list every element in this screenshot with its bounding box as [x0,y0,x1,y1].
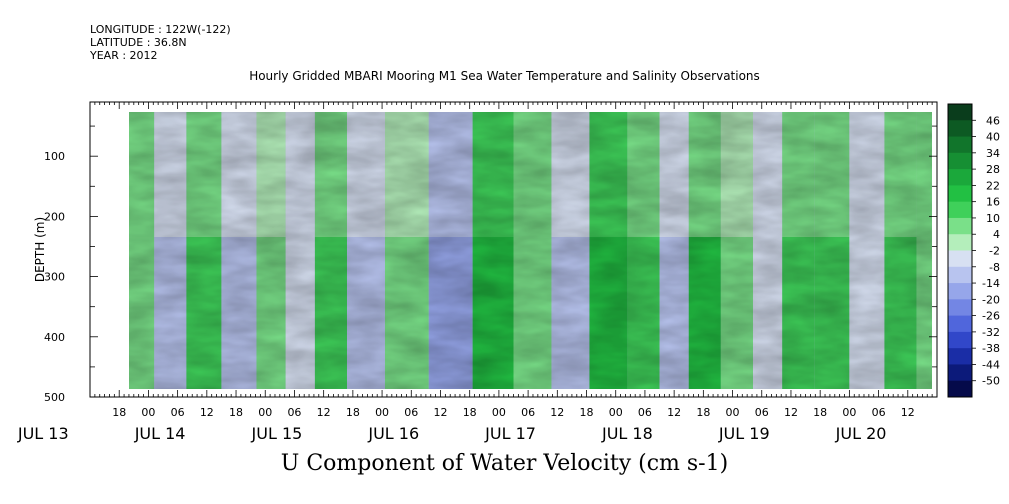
colorbar-label: 16 [986,196,1000,209]
colorbar-swatch [948,364,972,382]
x-hour-label: 00 [726,406,740,419]
colorbar-label: -32 [982,326,1000,339]
colorbar-swatch [948,234,972,251]
colorbar-label: -2 [989,245,1000,258]
heatmap-texture [129,112,932,389]
colorbar-swatch [948,201,972,219]
y-tick-label: 300 [44,271,65,284]
x-hour-label: 12 [901,406,915,419]
x-day-label: JUL 15 [251,424,303,443]
x-hour-label: 06 [755,406,769,419]
colorbar-swatch [948,104,972,121]
colorbar-label: 34 [986,147,1000,160]
x-hour-label: 18 [580,406,594,419]
x-hour-label: 18 [346,406,360,419]
y-tick-label: 500 [44,391,65,404]
heatmap-field [129,112,932,389]
year-label: YEAR : 2012 [90,49,158,62]
axes: 18 00 06 12 18 00 06 12 18 00 06 12 18 00 06 12 18 00 06 12… [17,101,938,443]
x-hour-label: 18 [463,406,477,419]
x-hour-label: 06 [287,406,301,419]
colorbar-label: 4 [993,228,1000,241]
colorbar-swatch [948,120,972,138]
colorbar-swatch [948,348,972,365]
colorbar-swatch [948,217,972,235]
colorbar-swatch [948,185,972,203]
colorbar-swatch [948,331,972,349]
x-hour-label: 18 [112,406,126,419]
x-hour-label: 12 [667,406,681,419]
colorbar-label: 40 [986,131,1000,144]
colorbar-label: 46 [986,114,1000,127]
x-hour-label: 18 [229,406,243,419]
x-hour-label: 00 [492,406,506,419]
x-hour-label: 12 [550,406,564,419]
x-hour-label: 12 [784,406,798,419]
x-day-label: JUL 19 [718,424,770,443]
x-hour-label: 12 [200,406,214,419]
x-day-label: JUL 16 [367,424,419,443]
colorbar-label: -38 [982,342,1000,355]
x-day-label: JUL 20 [835,424,887,443]
colorbar-label: 22 [986,179,1000,192]
x-hour-label: 00 [375,406,389,419]
colorbar-label: -14 [982,277,1000,290]
plot-area [129,112,932,389]
latitude-label: LATITUDE : 36.8N [90,36,187,49]
x-hour-label: 00 [141,406,155,419]
x-day-label: JUL 18 [601,424,653,443]
x-hour-label: 06 [404,406,418,419]
colorbar: 46 40 34 28 22 16 10 4 -2 -8 -14 -20 -26 -32 -38 -44 -50 [947,103,1000,398]
colorbar-swatch [948,266,972,284]
y-tick-label: 100 [44,150,65,163]
x-hour-label: 00 [258,406,272,419]
x-hour-label: 12 [317,406,331,419]
colorbar-swatch [948,380,972,398]
x-hour-label: 06 [638,406,652,419]
x-hour-label: 18 [696,406,710,419]
colorbar-label: -50 [982,375,1000,388]
y-tick-label: 400 [44,331,65,344]
velocity-section-chart: 18 00 06 12 18 00 06 12 18 00 06 12 18 00 06 12 18 00 06 12… [17,101,1000,443]
x-day-label: JUL 17 [484,424,536,443]
colorbar-swatch [948,315,972,333]
x-hour-label: 12 [433,406,447,419]
colorbar-swatch [948,283,972,300]
variable-title: U Component of Water Velocity (cm s-1) [280,451,729,476]
x-hour-label: 06 [872,406,886,419]
colorbar-swatch [948,250,972,268]
x-hour-label: 00 [609,406,623,419]
y-tick-label: 200 [44,210,65,223]
colorbar-swatch [948,299,972,317]
x-day-label: JUL 14 [134,424,186,443]
colorbar-swatch [948,152,972,170]
colorbar-label: 10 [986,212,1000,225]
colorbar-label: -20 [982,293,1000,306]
x-hour-label: 06 [521,406,535,419]
x-hour-label: 06 [171,406,185,419]
colorbar-label: -26 [982,310,1000,323]
colorbar-swatch [948,136,972,154]
longitude-label: LONGITUDE : 122W(-122) [90,23,231,36]
x-hour-label: 00 [842,406,856,419]
colorbar-label: -44 [982,358,1000,371]
colorbar-label: -8 [989,261,1000,274]
colorbar-swatch [948,169,972,186]
colorbar-label: 28 [986,163,1000,176]
y-axis-label: DEPTH (m) [33,217,47,282]
x-day-label: JUL 13 [17,424,69,443]
x-hour-label: 18 [813,406,827,419]
chart-title: Hourly Gridded MBARI Mooring M1 Sea Wate… [249,69,760,83]
